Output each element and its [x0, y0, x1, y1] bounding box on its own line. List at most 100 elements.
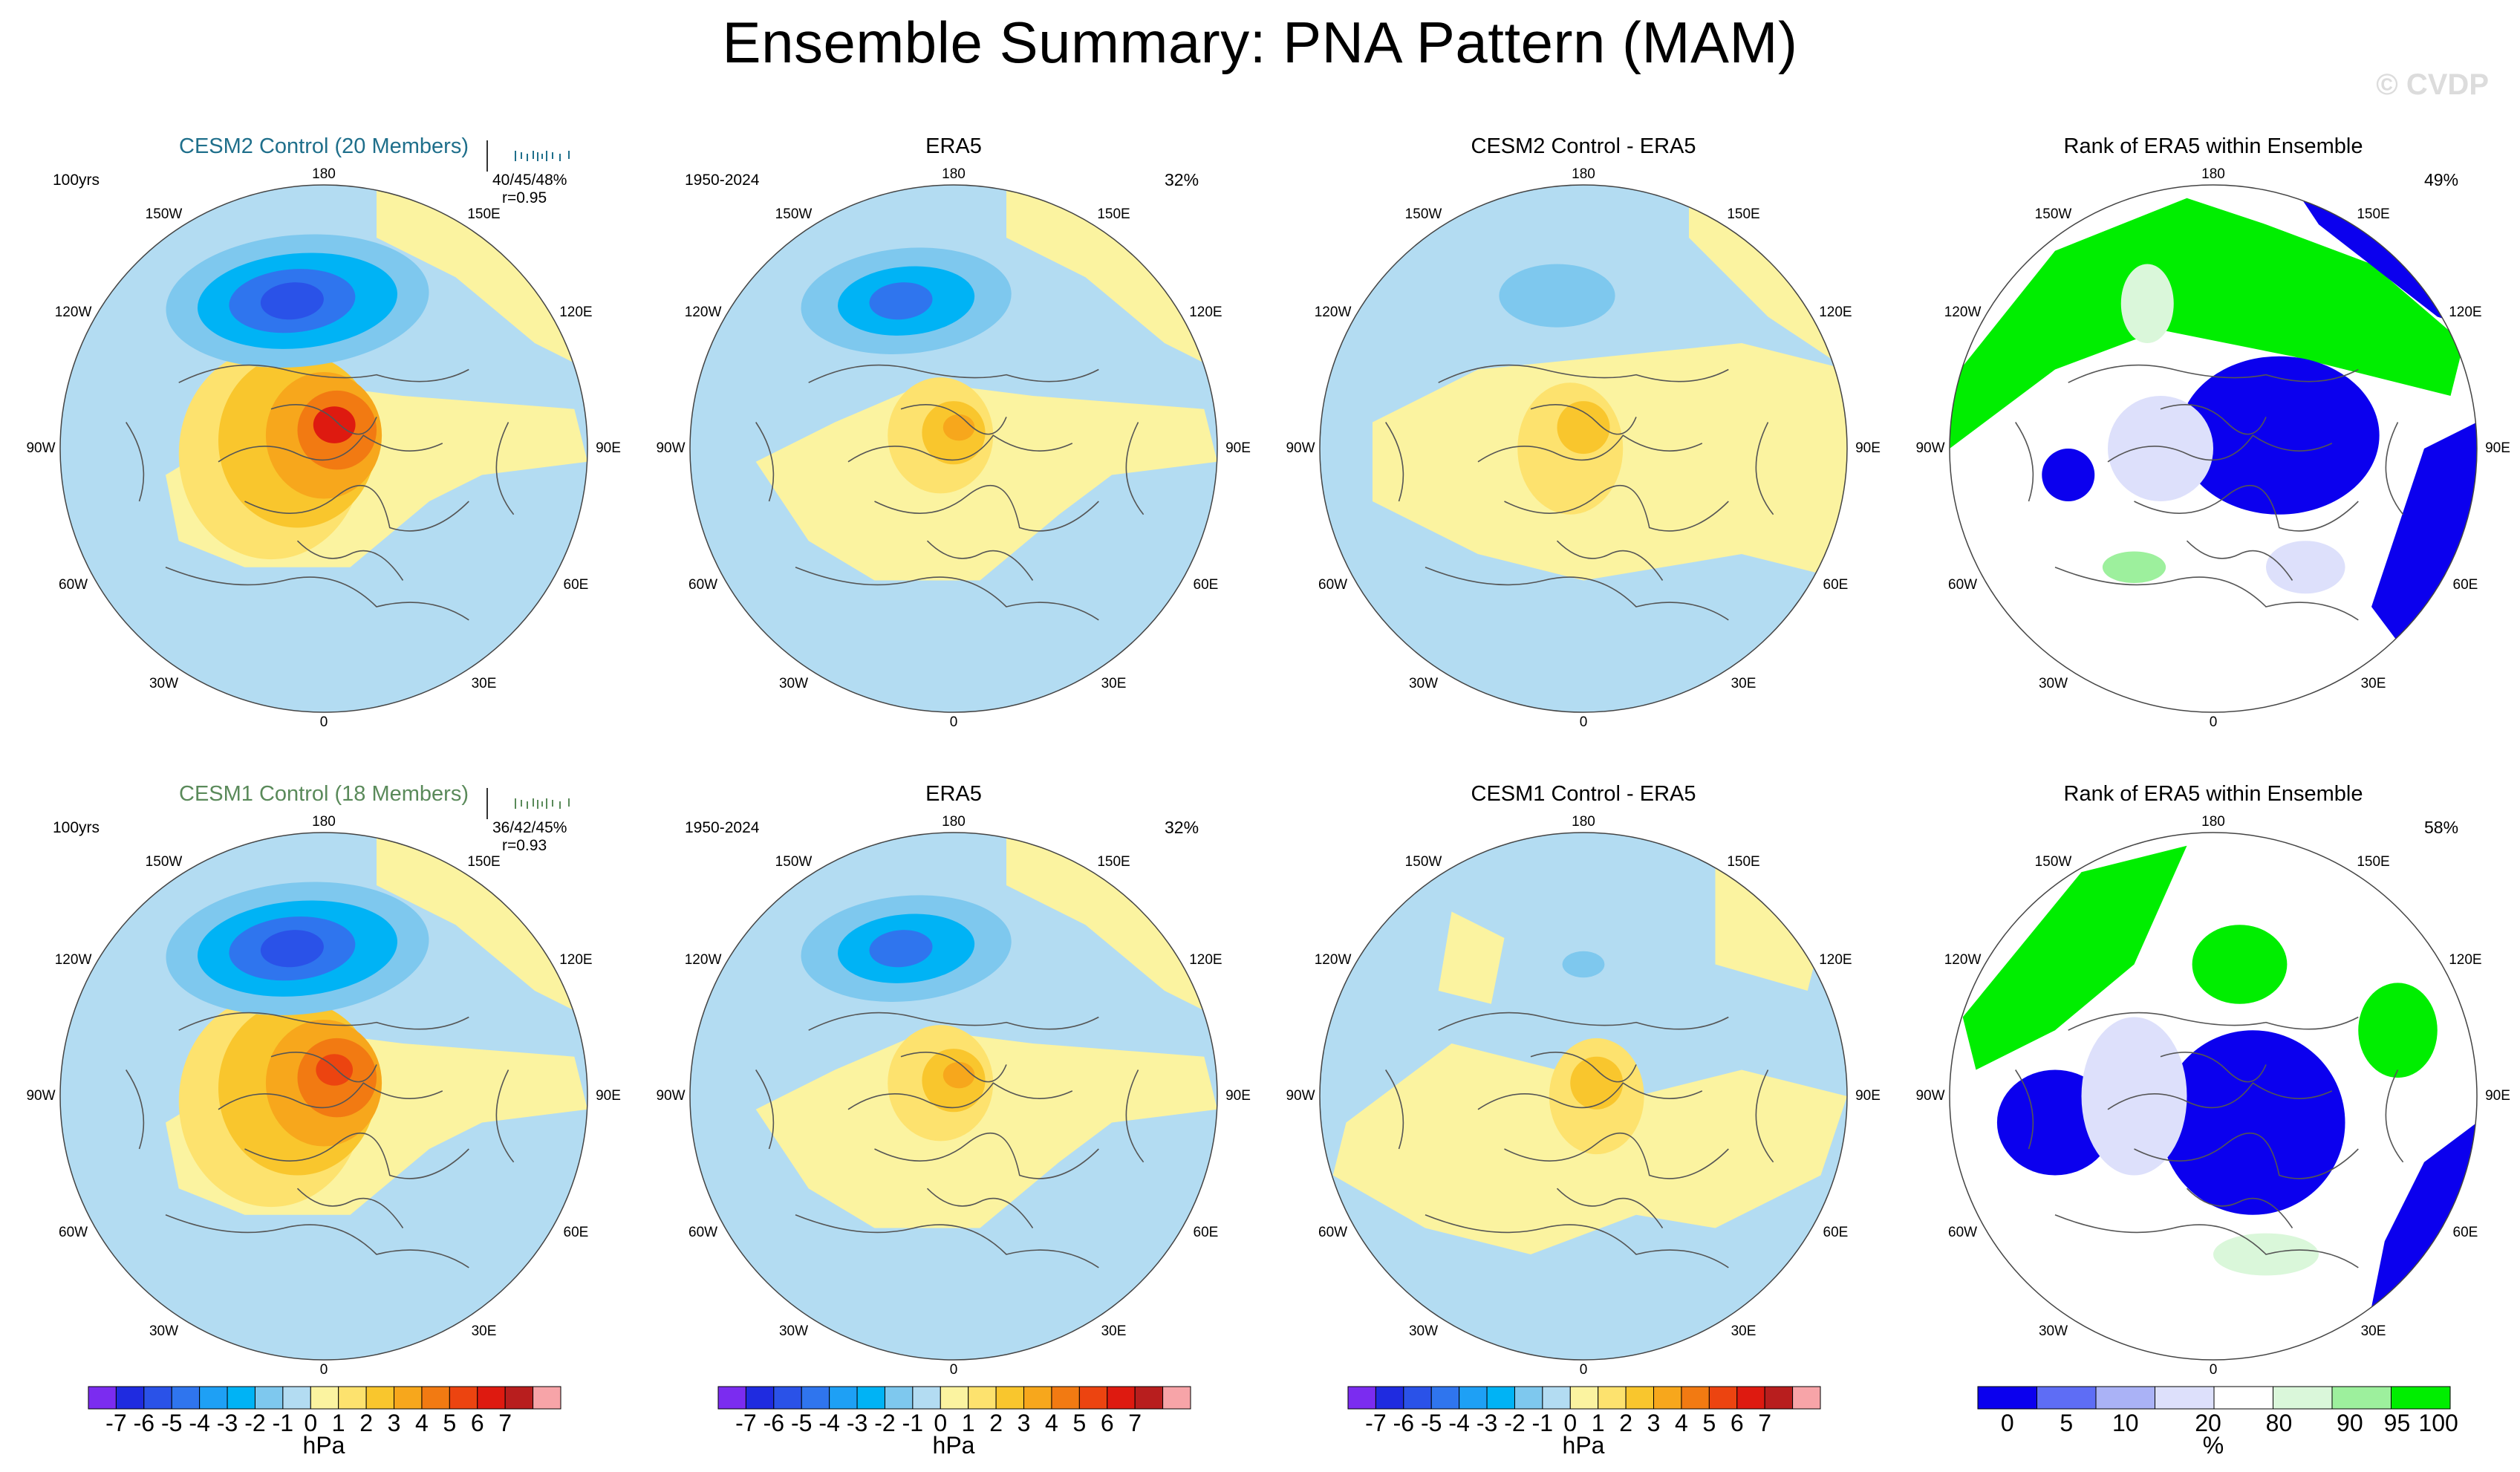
coastline	[2186, 540, 2293, 581]
colorbar-tick-label: -7	[1365, 1410, 1387, 1436]
coastline	[2134, 484, 2359, 532]
map-boundary	[689, 184, 1218, 713]
polar-map	[689, 832, 1218, 1361]
coastline	[900, 404, 1007, 435]
colorbar-box	[717, 1386, 746, 1410]
longitude-label: 60E	[563, 1224, 589, 1240]
colorbar-tick-label: -4	[189, 1410, 210, 1436]
colorbar-units: hPa	[302, 1432, 345, 1459]
coastline	[495, 1069, 515, 1163]
rank-mid-low	[2266, 541, 2345, 594]
positive-contour-2	[1557, 401, 1610, 455]
colorbar-tick-label: -6	[133, 1410, 155, 1436]
colorbar-tick-label: -6	[763, 1410, 785, 1436]
longitude-label: 30E	[1731, 676, 1756, 692]
longitude-label: 60W	[1318, 576, 1348, 593]
coastline	[1755, 1069, 1774, 1163]
coastline	[1425, 567, 1729, 621]
longitude-label: 120E	[1819, 951, 1852, 968]
coastline	[1556, 540, 1664, 581]
longitude-label: 60E	[563, 576, 589, 593]
colorbar-tick-label: 1	[331, 1410, 345, 1436]
explained-variance: 32%	[1165, 170, 1199, 189]
rank-low	[2371, 422, 2477, 660]
colorbar-box	[1107, 1386, 1136, 1410]
longitude-label: 0	[949, 1362, 958, 1378]
longitude-label: 120E	[1819, 304, 1852, 320]
colorbar-box	[1569, 1386, 1599, 1410]
longitude-label: 90W	[656, 440, 686, 456]
coastline	[2107, 1082, 2333, 1110]
longitude-label: 30W	[2038, 1323, 2068, 1340]
longitude-label: 120W	[54, 304, 92, 320]
polar-map	[689, 184, 1218, 713]
longitude-label: 90E	[1225, 1088, 1251, 1104]
longitude-label: 0	[2209, 714, 2218, 730]
pattern-correlation: r=0.95	[502, 189, 547, 206]
coastline	[1504, 1132, 1729, 1179]
colorbar-tick-label: 0	[304, 1410, 318, 1436]
longitude-label: 150W	[775, 206, 813, 222]
colorbar-box	[1542, 1386, 1571, 1410]
model-stats: 36/42/45%	[492, 819, 567, 836]
colorbar-units: hPa	[1562, 1432, 1605, 1459]
colorbar-box	[1653, 1386, 1682, 1410]
longitude-label: 120E	[1189, 951, 1222, 968]
colorbar-tick-label: 6	[470, 1410, 484, 1436]
colorbar-tick-label: 10	[2112, 1410, 2139, 1436]
coastline	[178, 364, 469, 383]
longitude-label: 180	[942, 814, 966, 830]
colorbar-box	[1023, 1386, 1052, 1410]
negative-contour-4	[260, 282, 324, 320]
colorbar-box	[2273, 1386, 2333, 1410]
colorbar-tick-label: -2	[244, 1410, 266, 1436]
model-stats: 40/45/48%	[492, 172, 567, 189]
colorbar-box	[912, 1386, 941, 1410]
colorbar-box	[801, 1386, 830, 1410]
positive-region	[1006, 833, 1217, 1017]
positive-region	[377, 833, 587, 1017]
longitude-label: 90W	[656, 1088, 686, 1104]
coastline	[244, 484, 469, 532]
longitude-label: 0	[2209, 1362, 2218, 1378]
colorbar-tick-label: 6	[1730, 1410, 1744, 1436]
colorbar-tick-label: 80	[2265, 1410, 2293, 1436]
rank-percent: 49%	[2424, 170, 2459, 189]
longitude-label: 90E	[1855, 440, 1881, 456]
coastline	[2107, 434, 2333, 463]
colorbar-box	[365, 1386, 395, 1410]
longitude-label: 90W	[1915, 1088, 1945, 1104]
rank-title: Rank of ERA5 within Ensemble	[2063, 134, 2363, 158]
colorbar-box	[421, 1386, 450, 1410]
colorbar-tick-label: -3	[846, 1410, 868, 1436]
longitude-label: 180	[1572, 814, 1595, 830]
rank-low	[2178, 356, 2380, 515]
colorbar-tick-label: -4	[818, 1410, 840, 1436]
colorbar-tick-label: -5	[1421, 1410, 1442, 1436]
longitude-label: 150W	[145, 853, 183, 870]
negative-contour-4	[260, 930, 324, 968]
longitude-label: 120E	[2449, 304, 2482, 320]
colorbar	[717, 1386, 1191, 1410]
longitude-label: 120W	[1314, 951, 1352, 968]
longitude-label: 150W	[145, 206, 183, 222]
colorbar-tick-label: -7	[105, 1410, 127, 1436]
positive-region	[755, 1030, 1217, 1228]
longitude-label: 30E	[471, 1323, 497, 1340]
colorbar-box	[856, 1386, 885, 1410]
coastline	[2015, 422, 2034, 502]
coastline	[874, 484, 1099, 532]
coastline	[218, 434, 443, 463]
longitude-label: 180	[1572, 166, 1595, 182]
longitude-label: 150E	[2357, 206, 2390, 222]
longitude-label: 150E	[1727, 853, 1760, 870]
colorbar-tick-label: 4	[415, 1410, 429, 1436]
coastline	[126, 422, 145, 502]
colorbar-box	[227, 1386, 255, 1410]
obs-title: ERA5	[925, 782, 982, 806]
longitude-label: 30E	[1101, 676, 1127, 692]
colorbar-tick-label: 3	[1017, 1410, 1031, 1436]
colorbar-box	[940, 1386, 969, 1410]
longitude-label: 0	[319, 714, 328, 730]
longitude-label: 90E	[596, 1088, 621, 1104]
